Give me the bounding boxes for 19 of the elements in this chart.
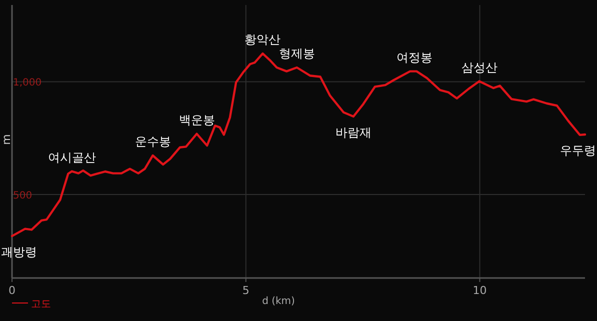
y-tick-label: 1,000: [13, 78, 42, 89]
annotation: 바람재: [335, 125, 372, 140]
x-tick-label: 5: [242, 284, 250, 297]
annotation: 삼성산: [461, 60, 498, 74]
x-axis-title: d (km): [262, 296, 296, 307]
annotation: 백운봉: [178, 112, 215, 127]
annotation: 여정봉: [396, 50, 432, 64]
annotation: 우두령: [560, 144, 596, 158]
x-tick-label: 0: [8, 284, 16, 297]
annotation: 괘방령: [1, 245, 37, 260]
y-tick-label: 500: [13, 190, 32, 202]
legend: 고도: [12, 299, 51, 310]
annotation: 여시골산: [48, 150, 96, 164]
y-axis-title: m: [0, 134, 13, 145]
annotation: 황악산: [244, 32, 281, 47]
annotation: 운수봉: [134, 134, 171, 148]
annotation: 형제봉: [278, 46, 315, 60]
x-tick-label: 10: [472, 284, 487, 297]
legend-label: 고도: [31, 299, 51, 310]
